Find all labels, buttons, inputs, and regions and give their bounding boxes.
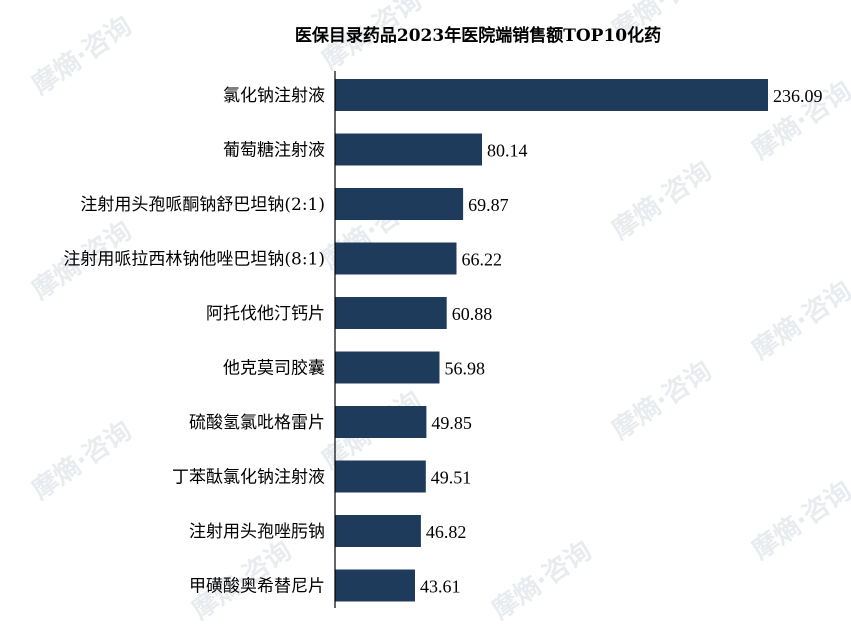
watermark-text: 摩熵·咨询 [606,155,717,246]
value-label-3: 66.22 [462,250,503,270]
value-label-5: 56.98 [445,359,486,379]
bar-0 [335,79,768,111]
bar-1 [335,133,482,166]
bar-8 [335,515,421,547]
category-label-0: 氯化钠注射液 [223,86,325,106]
bar-series: 氯化钠注射液 236.09 葡萄糖注射液 80.14 注射用头孢哌酮钠舒巴坦钠(2:1)… [63,79,823,602]
value-label-8: 46.82 [426,522,467,542]
value-label-9: 43.61 [420,577,461,597]
bar-6 [335,406,427,438]
bar-3 [335,242,457,275]
category-label-4: 阿托伐他汀钙片 [206,304,325,324]
bar-9 [335,569,415,602]
category-label-2: 注射用头孢哌酮钠舒巴坦钠(2:1) [80,195,325,215]
value-label-7: 49.51 [431,468,472,488]
value-label-2: 69.87 [468,195,509,215]
watermark-text: 摩熵·咨询 [486,535,597,626]
category-label-8: 注射用头孢唑肟钠 [189,522,325,542]
bar-4 [335,297,447,329]
bar-5 [335,351,440,384]
watermark-text: 摩熵·咨询 [746,475,851,566]
chart-title: 医保目录药品2023年医院端销售额TOP10化药 [295,25,661,46]
bar-2 [335,188,464,220]
watermark-text: 摩熵·咨询 [26,415,137,506]
watermark-text: 摩熵·咨询 [26,10,137,101]
value-label-6: 49.85 [431,413,472,433]
category-label-9: 甲磺酸奥希替尼片 [189,577,325,597]
category-label-3: 注射用哌拉西林钠他唑巴坦钠(8:1) [63,250,325,270]
watermark-text: 摩熵·咨询 [606,355,717,446]
category-label-5: 他克莫司胶囊 [223,359,325,379]
bar-7 [335,460,426,493]
value-label-1: 80.14 [487,141,528,161]
value-label-4: 60.88 [452,304,493,324]
watermark-text: 摩熵·咨询 [746,275,851,366]
category-label-7: 丁苯酞氯化钠注射液 [172,468,325,488]
category-label-6: 硫酸氢氯吡格雷片 [189,413,325,433]
category-label-1: 葡萄糖注射液 [223,141,325,161]
value-label-0: 236.09 [773,86,823,106]
